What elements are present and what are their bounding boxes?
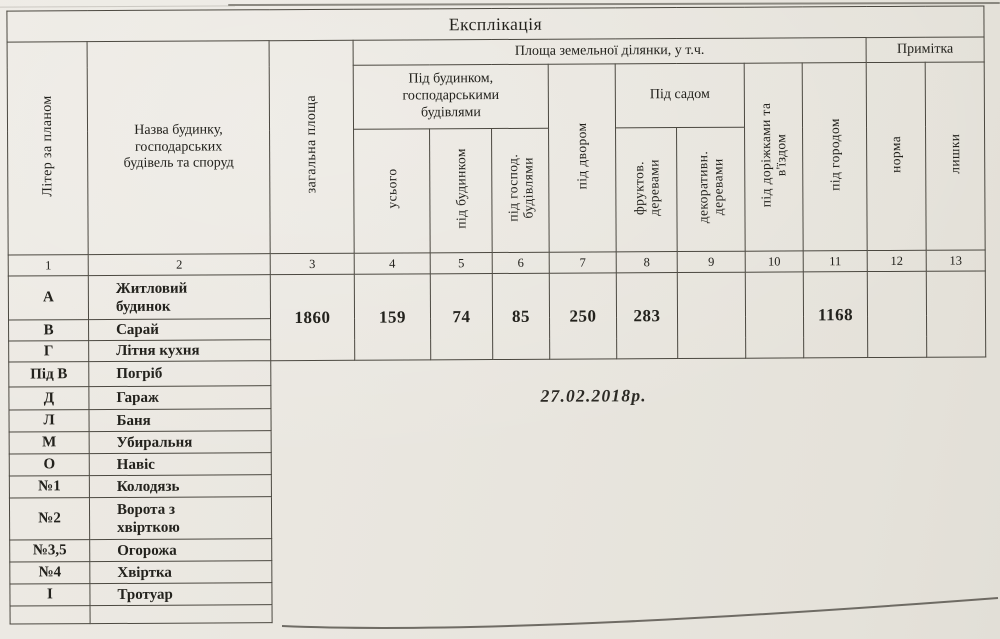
- col-number: 13: [926, 249, 986, 272]
- row-liter: №3,5: [9, 539, 90, 563]
- col-number: 9: [677, 251, 746, 273]
- group-header-note: Примітка: [866, 36, 985, 63]
- col-number: 8: [616, 251, 678, 273]
- open-area: 27.02.2018р.: [271, 357, 987, 623]
- col-number: 12: [867, 250, 927, 272]
- cell-under-hosp: 85: [492, 273, 550, 360]
- row-liter: №2: [9, 497, 90, 541]
- row-name: Погріб: [88, 360, 271, 387]
- cell-fruit-trees: 283: [616, 272, 678, 359]
- row-name: Огорожа: [89, 538, 272, 562]
- col-number: 4: [354, 252, 431, 275]
- group-header-buildings: Під будинком, господарськими будівлями: [353, 64, 549, 130]
- col-header-name: Назва будинку, господарських будівель та…: [87, 40, 271, 255]
- cell-total-area: 1860: [270, 274, 355, 361]
- col-header-under-hosp: під господ. будівлями: [491, 128, 550, 253]
- table-title: Експлікація: [6, 5, 985, 43]
- col-number: 7: [549, 251, 617, 274]
- cell-under-yard: 250: [549, 272, 617, 360]
- col-header-decorative-trees: декоративн. деревами: [676, 127, 746, 252]
- col-number: 10: [745, 250, 804, 273]
- cell-garden-plot: 1168: [803, 271, 868, 358]
- col-header-total-area: загальна площа: [269, 40, 355, 254]
- cell-surplus: [926, 270, 986, 358]
- col-header-under-house: під будинком: [429, 128, 493, 253]
- cell-usogo: 159: [354, 273, 431, 361]
- row-liter: М: [9, 431, 90, 455]
- cell-decorative-trees: [677, 272, 746, 359]
- scan-edge-line-faint: [0, 5, 236, 8]
- col-number: 11: [803, 250, 868, 272]
- row-name: Гараж: [88, 385, 271, 410]
- row-liter: І: [9, 583, 91, 607]
- row-name: Хвіртка: [89, 560, 272, 584]
- cell-under-house: 74: [430, 273, 493, 360]
- date-stamp: 27.02.2018р.: [540, 385, 647, 406]
- row-name: Житловий будинок: [88, 274, 271, 320]
- col-header-norm: норма: [866, 62, 927, 251]
- row-liter: А: [8, 275, 89, 321]
- col-header-paths: під доріжками та в'їздом: [744, 62, 804, 252]
- col-header-liter: Літер за планом: [7, 41, 89, 256]
- explication-table: Експлікація Літер за планом Назва будинк…: [6, 5, 987, 625]
- col-header-garden-plot: під городом: [802, 62, 868, 251]
- row-name: Тротуар: [89, 582, 273, 606]
- row-liter: Л: [8, 409, 90, 433]
- row-liter: Під В: [8, 361, 89, 388]
- row-name: Убиральня: [89, 430, 272, 454]
- row-liter: №1: [9, 475, 90, 499]
- cell-paths: [745, 271, 804, 359]
- row-liter: В: [8, 319, 89, 342]
- col-header-under-yard: під двором: [548, 63, 617, 253]
- col-number: 6: [492, 252, 550, 274]
- col-header-fruit-trees: фруктов. деревами: [615, 127, 678, 252]
- group-header-land-area: Площа земельної ділянки, у т.ч.: [353, 37, 867, 66]
- col-number: 2: [88, 253, 271, 276]
- col-header-surplus: лишки: [925, 61, 986, 251]
- row-liter: №4: [9, 561, 90, 585]
- col-number: 5: [430, 252, 493, 274]
- row-liter: О: [9, 453, 90, 477]
- row-name: Навіс: [89, 452, 272, 476]
- cell-norm: [867, 271, 927, 358]
- empty-row-name: [90, 604, 273, 624]
- row-name: Ворота з хвірткою: [89, 496, 272, 540]
- row-liter: Д: [8, 386, 89, 411]
- col-number: 1: [8, 254, 89, 277]
- row-name: Баня: [88, 408, 272, 432]
- col-number: 3: [270, 253, 355, 275]
- row-name: Літня кухня: [88, 339, 271, 362]
- row-name: Колодязь: [89, 474, 272, 498]
- col-header-usogo: усього: [353, 128, 431, 254]
- row-liter: Г: [8, 340, 89, 363]
- row-name: Сарай: [88, 318, 271, 341]
- group-header-garden: Під садом: [615, 63, 745, 128]
- empty-row-liter: [10, 605, 91, 625]
